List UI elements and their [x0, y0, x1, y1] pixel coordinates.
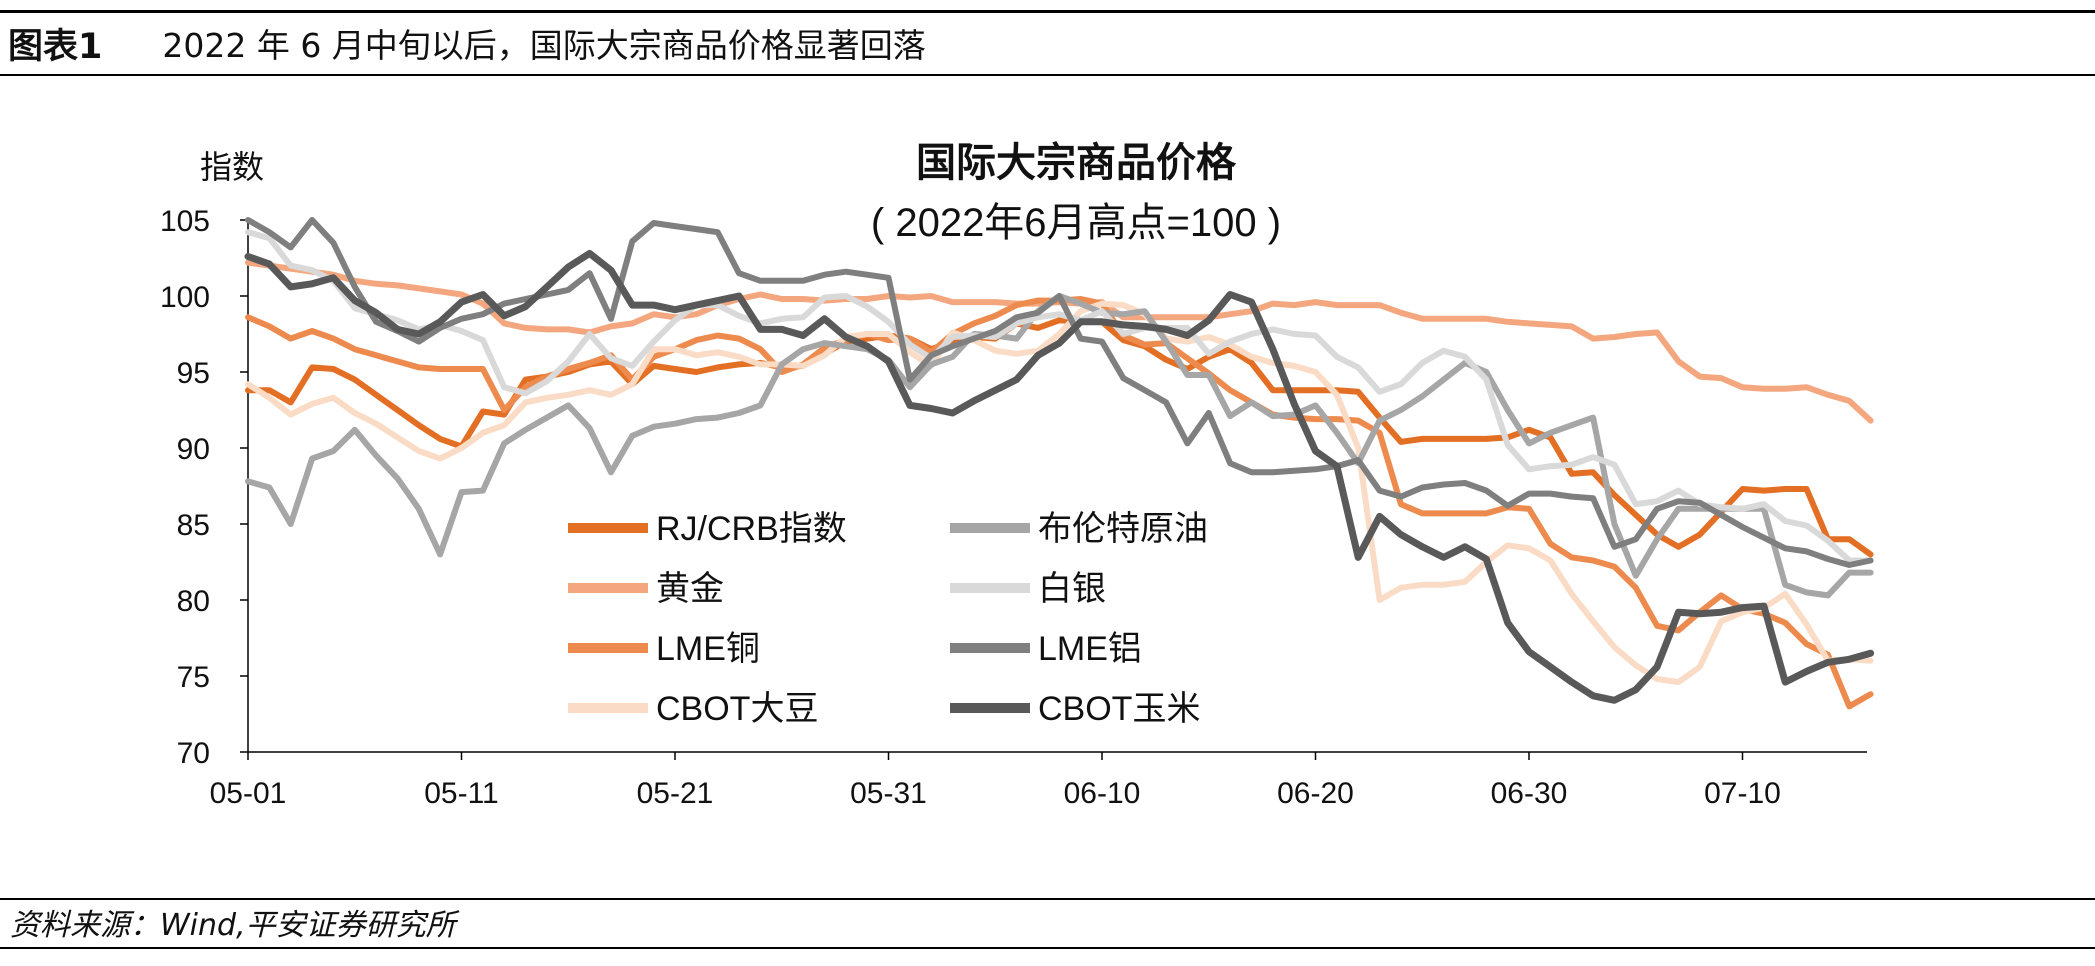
y-tick-label: 75 [177, 661, 210, 694]
x-tick-label: 06-30 [1491, 777, 1568, 810]
axes: 70 75 80 85 90 95 100 105 05-01 05-11 05-21 05-31 06… [160, 205, 1867, 810]
legend-label-4: 布伦特原油 [1038, 510, 1208, 548]
x-tick-label: 05-01 [210, 777, 287, 810]
legend-label-1: 黄金 [656, 570, 724, 608]
y-tick-label: 105 [160, 205, 210, 238]
legend-label-3: CBOT大豆 [656, 690, 818, 728]
series-line-3 [245, 300, 1874, 686]
series-lines [244, 217, 1875, 710]
figure-header: 图表1 2022 年 6 月中旬以后，国际大宗商品价格显著回落 [8, 18, 926, 68]
chart-title: 国际大宗商品价格 [916, 140, 1237, 185]
source-note: 资料来源：Wind,平安证券研究所 [10, 908, 456, 943]
x-tick-label: 05-11 [424, 777, 499, 810]
figure-title: 2022 年 6 月中旬以后，国际大宗商品价格显著回落 [162, 26, 926, 65]
legend-label-0: RJ/CRB指数 [656, 510, 847, 548]
legend-label-7: CBOT玉米 [1038, 690, 1200, 728]
chart-subtitle: ( 2022年6月高点=100 ) [871, 201, 1281, 245]
legend-label-6: LME铝 [1038, 630, 1142, 668]
legend-label-5: 白银 [1038, 570, 1106, 608]
x-tick-label: 05-21 [637, 777, 714, 810]
series-line-7 [244, 249, 1875, 704]
y-tick-label: 100 [160, 281, 210, 314]
footer-rule-top [0, 898, 2095, 900]
series-line-6 [245, 217, 1874, 568]
top-rule [0, 10, 2095, 13]
y-tick-label: 90 [177, 433, 210, 466]
series-line-5 [245, 229, 1874, 564]
x-tick-label: 06-20 [1277, 777, 1354, 810]
y-tick-label: 95 [177, 357, 210, 390]
y-tick-label: 80 [177, 585, 210, 618]
x-tick-label: 06-10 [1064, 777, 1141, 810]
y-tick-label: 85 [177, 509, 210, 542]
y-axis-label: 指数 [200, 149, 264, 185]
x-tick-label: 05-31 [850, 777, 927, 810]
legend-label-2: LME铜 [656, 630, 760, 668]
figure-label: 图表1 [8, 26, 103, 67]
y-tick-label: 70 [177, 737, 210, 770]
x-tick-label: 07-10 [1704, 777, 1781, 810]
header-rule [0, 74, 2095, 76]
footer-rule-bottom [0, 947, 2095, 949]
